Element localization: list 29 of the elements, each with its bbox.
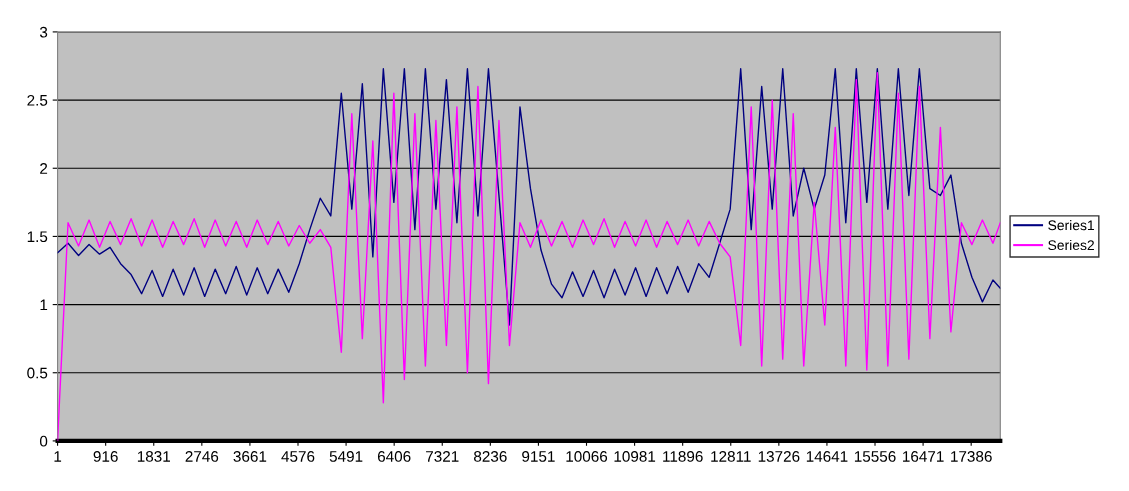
- x-tick-label: 15556: [854, 451, 896, 462]
- y-tick-label: 2.5: [27, 94, 48, 106]
- x-tick-label: 3661: [233, 451, 267, 462]
- x-tick-label: 7321: [426, 451, 459, 462]
- x-tick-label: 2746: [185, 451, 219, 462]
- x-tick-label: 9151: [522, 451, 555, 462]
- y-tick-label: 1: [40, 299, 48, 311]
- x-tick-label: 16471: [903, 451, 944, 462]
- x-tick-label: 13726: [758, 451, 800, 462]
- y-tick-label: 0.5: [27, 367, 48, 379]
- x-tick-label: 11896: [663, 451, 703, 462]
- y-tick-label: 3: [39, 26, 48, 38]
- x-tick-label: 6406: [377, 451, 411, 462]
- x-tick-label: 17386: [951, 451, 992, 462]
- y-tick-label: 0: [39, 435, 48, 447]
- y-tick-label: 2: [40, 163, 48, 174]
- x-tick-label: 5491: [329, 451, 363, 462]
- x-tick-label: 12811: [711, 451, 751, 462]
- legend-label: Series1: [1048, 220, 1094, 231]
- x-tick-label: 14641: [806, 451, 848, 462]
- x-tick-label: 8236: [474, 451, 507, 462]
- x-tick-label: 916: [93, 451, 118, 462]
- y-tick-label: 1.5: [27, 231, 48, 243]
- x-tick-label: 1: [54, 451, 62, 462]
- legend-label: Series2: [1048, 239, 1094, 251]
- x-tick-label: 1831: [137, 451, 170, 462]
- x-tick-label: 4576: [281, 451, 315, 462]
- x-tick-label: 10066: [566, 451, 608, 462]
- x-tick-label: 10981: [614, 451, 656, 462]
